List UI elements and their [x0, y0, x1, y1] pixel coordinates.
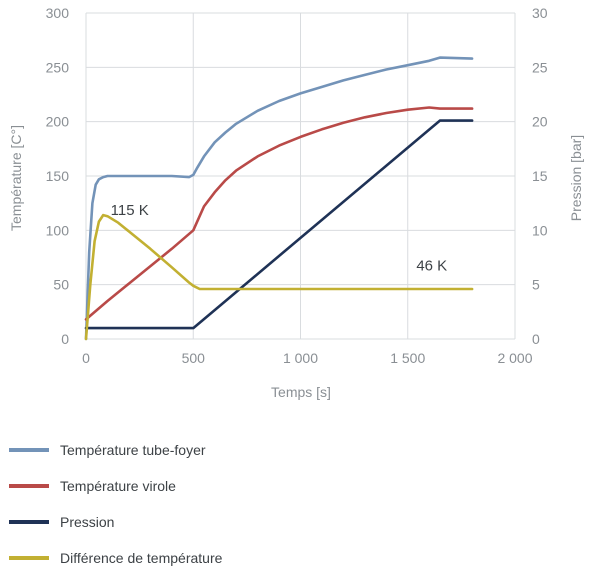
legend: Température tube-foyer Température virole… — [9, 442, 223, 566]
y2-tick-label: 30 — [532, 5, 548, 21]
left-axis-ticks: 0 50 100 150 200 250 300 — [46, 5, 70, 347]
series-line-3 — [84, 119, 474, 330]
y2-tick-label: 25 — [532, 59, 548, 75]
series-lines — [84, 56, 474, 341]
series-line-1 — [84, 56, 474, 341]
legend-label: Différence de température — [60, 550, 223, 566]
legend-label: Température virole — [60, 478, 176, 494]
y-axis-title: Température [C°] — [8, 125, 24, 231]
y2-tick-label: 0 — [532, 331, 540, 347]
annotation-label: 46 K — [416, 258, 447, 275]
y2-tick-label: 5 — [532, 277, 540, 293]
right-axis-ticks: 0 5 10 15 20 25 30 — [532, 5, 548, 347]
x-tick-label: 1 500 — [390, 350, 425, 366]
x-tick-label: 0 — [82, 350, 90, 366]
grid — [85, 12, 516, 340]
x-tick-label: 500 — [182, 350, 206, 366]
annotations: 115 K 46 K — [111, 202, 448, 274]
series-line-2 — [84, 106, 474, 321]
y-tick-label: 100 — [46, 222, 70, 238]
y-tick-label: 50 — [53, 277, 69, 293]
annotation-label: 115 K — [111, 202, 149, 219]
y2-axis-title: Pression [bar] — [568, 135, 584, 221]
x-tick-label: 1 000 — [283, 350, 318, 366]
legend-label: Pression — [60, 514, 114, 530]
y-tick-label: 250 — [46, 59, 70, 75]
y-tick-label: 300 — [46, 5, 70, 21]
x-tick-label: 2 000 — [497, 350, 532, 366]
y2-tick-label: 10 — [532, 222, 548, 238]
y2-tick-label: 20 — [532, 114, 548, 130]
y-tick-label: 200 — [46, 114, 70, 130]
series-line-4 — [84, 213, 474, 341]
x-axis-ticks: 0 500 1 000 1 500 2 000 — [82, 350, 533, 366]
y2-tick-label: 15 — [532, 168, 548, 184]
x-axis-title: Temps [s] — [271, 384, 331, 400]
legend-label: Température tube-foyer — [60, 442, 206, 458]
y-tick-label: 0 — [61, 331, 69, 347]
y-tick-label: 150 — [46, 168, 70, 184]
